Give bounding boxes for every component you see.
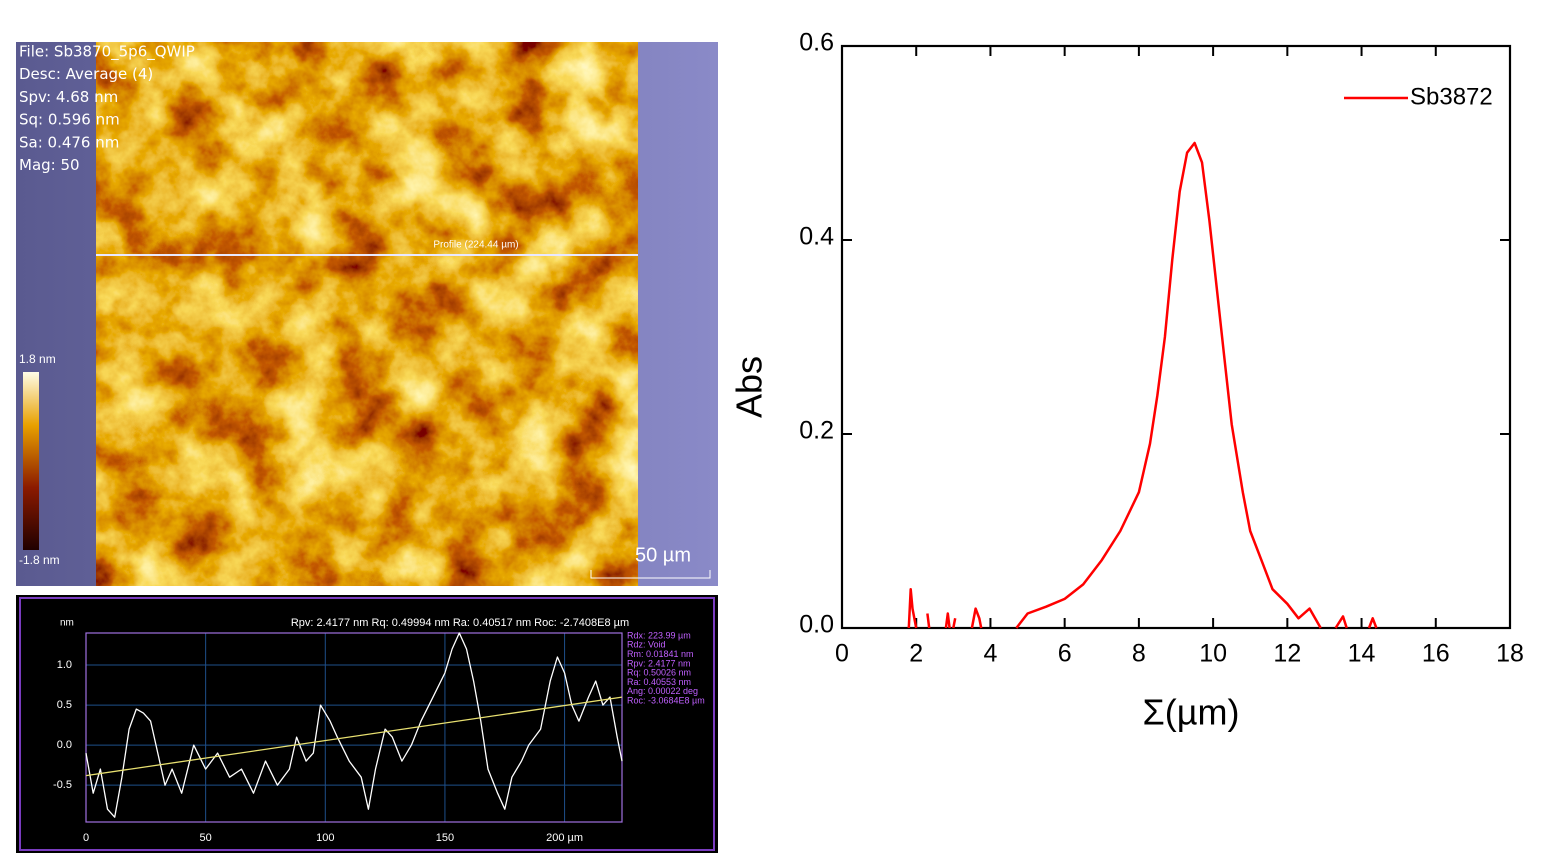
y-tick-label: 0.4 bbox=[799, 223, 834, 251]
annotation: Rdz: Void bbox=[627, 640, 666, 650]
info-line: Sa: 0.476 nm bbox=[19, 133, 119, 151]
x-tick-label: 10 bbox=[1199, 640, 1227, 668]
x-tick-label: 50 bbox=[200, 832, 212, 844]
x-tick-label: 8 bbox=[1132, 640, 1146, 668]
data-line bbox=[85, 632, 623, 818]
y-tick-label: -0.5 bbox=[53, 779, 72, 791]
annotation: Ra: 0.40553 nm bbox=[627, 677, 691, 687]
profile-label: Profile (224.44 µm) bbox=[433, 240, 518, 251]
annotation: Ang: 0.00022 deg bbox=[627, 686, 698, 696]
x-tick-label: 6 bbox=[1058, 640, 1072, 668]
colorbar-min: -1.8 nm bbox=[19, 553, 60, 567]
x-tick-label: 16 bbox=[1422, 640, 1450, 668]
scale-bar bbox=[590, 570, 711, 579]
info-line: Spv: 4.68 nm bbox=[19, 88, 118, 106]
data-line bbox=[907, 141, 1378, 629]
x-tick-label: 0 bbox=[83, 832, 89, 844]
profile-frame bbox=[19, 597, 715, 851]
x-tick-label: 200 µm bbox=[546, 832, 583, 844]
y-tick-label: 0.5 bbox=[57, 699, 72, 711]
info-line: File: Sb3870_5p6_QWIP bbox=[19, 43, 195, 62]
legend-label: Sb3872 bbox=[1410, 83, 1493, 110]
plot-frame bbox=[85, 632, 623, 823]
x-tick-label: 18 bbox=[1496, 640, 1524, 668]
height-map bbox=[96, 42, 638, 586]
data-line bbox=[85, 696, 623, 777]
afm-image: Profile (224.44 µm) File: Sb3870_5p6_QWI… bbox=[16, 42, 718, 586]
colorbar-max: 1.8 nm bbox=[19, 352, 56, 366]
annotation: Rpv: 2.4177 nm bbox=[627, 658, 691, 668]
y-axis-label: Abs bbox=[729, 356, 770, 418]
info-line: Mag: 50 bbox=[19, 156, 80, 174]
info-line: Desc: Average (4) bbox=[19, 65, 153, 83]
y-tick-label: 0.2 bbox=[799, 417, 834, 445]
x-tick-label: 14 bbox=[1348, 640, 1376, 668]
annotation: Rm: 0.01841 nm bbox=[627, 649, 694, 659]
plot-frame bbox=[840, 44, 1512, 630]
annotation: Rq: 0.50026 nm bbox=[627, 668, 691, 678]
y-axis-label: nm bbox=[60, 618, 74, 629]
y-tick-label: 0.0 bbox=[57, 739, 72, 751]
info-line: Sq: 0.596 nm bbox=[19, 111, 120, 129]
y-tick-label: 1.0 bbox=[57, 659, 72, 671]
x-tick-label: 2 bbox=[909, 640, 923, 668]
y-tick-label: 0.0 bbox=[799, 611, 834, 639]
chart-title: Rpv: 2.4177 nm Rq: 0.49994 nm Ra: 0.4051… bbox=[291, 617, 629, 629]
x-axis-label: Σ(µm) bbox=[1143, 692, 1240, 733]
annotation: Rdx: 223.99 µm bbox=[627, 630, 691, 640]
scale-bar-label: 50 µm bbox=[635, 544, 691, 566]
x-tick-label: 4 bbox=[983, 640, 997, 668]
x-tick-label: 12 bbox=[1273, 640, 1301, 668]
y-tick-label: 0.6 bbox=[799, 29, 834, 57]
x-tick-label: 150 bbox=[436, 832, 454, 844]
profile-panel bbox=[16, 595, 718, 853]
color-bar bbox=[23, 372, 39, 550]
annotation: Roc: -3.0684E8 µm bbox=[627, 695, 705, 705]
x-tick-label: 0 bbox=[835, 640, 849, 668]
x-tick-label: 100 bbox=[316, 832, 334, 844]
info-block: File: Sb3870_5p6_QWIP Desc: Average (4) Sp… bbox=[19, 43, 195, 175]
